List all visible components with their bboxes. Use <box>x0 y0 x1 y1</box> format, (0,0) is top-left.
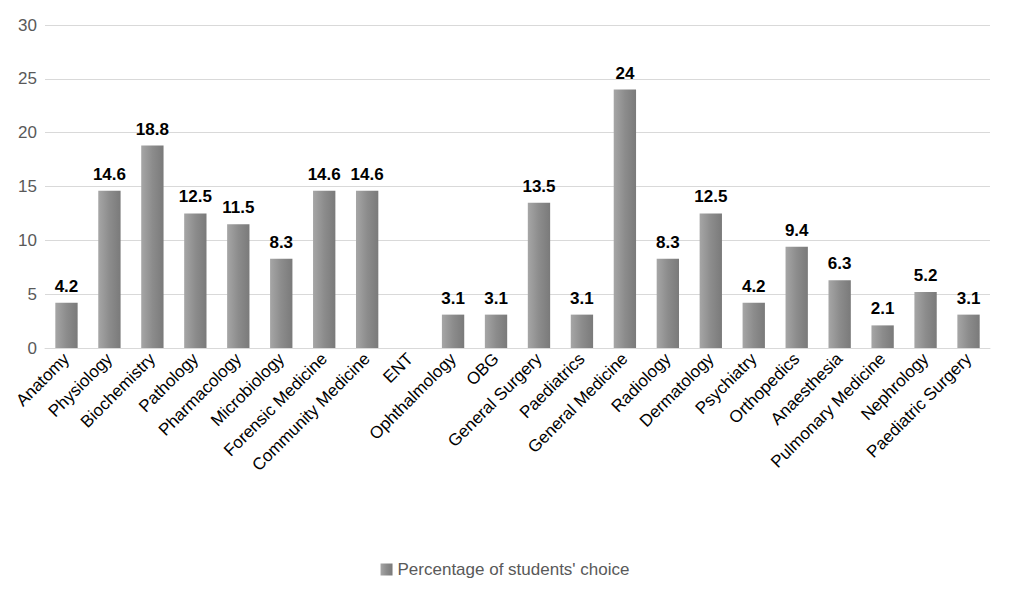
svg-text:General Surgery: General Surgery <box>444 349 546 451</box>
svg-text:3.1: 3.1 <box>441 289 465 308</box>
svg-text:14.6: 14.6 <box>351 165 384 184</box>
svg-text:ENT: ENT <box>379 349 416 386</box>
svg-text:Percentage of students' choice: Percentage of students' choice <box>398 560 630 579</box>
svg-text:25: 25 <box>18 69 37 88</box>
svg-text:3.1: 3.1 <box>484 289 508 308</box>
svg-text:4.2: 4.2 <box>742 277 766 296</box>
svg-text:12.5: 12.5 <box>179 187 212 206</box>
svg-text:8.3: 8.3 <box>656 233 680 252</box>
svg-text:Pathology: Pathology <box>135 349 203 417</box>
svg-text:5: 5 <box>28 285 37 304</box>
svg-text:12.5: 12.5 <box>694 187 727 206</box>
svg-text:13.5: 13.5 <box>522 177 555 196</box>
svg-text:Nephrology: Nephrology <box>857 349 933 425</box>
svg-text:Paediatric Surgery: Paediatric Surgery <box>863 349 976 462</box>
svg-text:0: 0 <box>28 339 37 358</box>
svg-text:4.2: 4.2 <box>55 277 79 296</box>
svg-text:Psychiatry: Psychiatry <box>691 349 761 419</box>
svg-text:Anaesthesia: Anaesthesia <box>766 349 847 429</box>
svg-text:Microbiology: Microbiology <box>207 349 288 431</box>
svg-text:Orthopedics: Orthopedics <box>725 349 804 428</box>
svg-text:15: 15 <box>18 177 37 196</box>
svg-text:Paediatrics: Paediatrics <box>515 349 589 423</box>
svg-text:2.1: 2.1 <box>871 299 895 318</box>
svg-text:Radiology: Radiology <box>607 349 675 417</box>
svg-text:Biochemistry: Biochemistry <box>76 349 160 432</box>
svg-text:3.1: 3.1 <box>957 289 981 308</box>
svg-text:Dermatology: Dermatology <box>636 349 718 431</box>
svg-text:24: 24 <box>615 64 634 83</box>
svg-text:Physiology: Physiology <box>44 349 117 421</box>
svg-text:30: 30 <box>18 16 37 35</box>
svg-text:Forensic Medicine: Forensic Medicine <box>220 349 331 461</box>
svg-text:8.3: 8.3 <box>269 233 293 252</box>
svg-text:Ophthalmology: Ophthalmology <box>366 349 461 444</box>
svg-text:10: 10 <box>18 231 37 250</box>
svg-text:9.4: 9.4 <box>785 221 809 240</box>
svg-text:OBG: OBG <box>463 349 503 389</box>
svg-text:3.1: 3.1 <box>570 289 594 308</box>
svg-text:Community Medicine: Community Medicine <box>248 349 374 475</box>
svg-text:Pulmonary Medicine: Pulmonary Medicine <box>767 349 890 472</box>
svg-text:General Medicine: General Medicine <box>524 349 632 457</box>
svg-text:11.5: 11.5 <box>222 198 254 217</box>
svg-text:Anatomy: Anatomy <box>12 349 74 411</box>
svg-text:14.6: 14.6 <box>93 165 126 184</box>
svg-text:14.6: 14.6 <box>308 165 341 184</box>
svg-text:20: 20 <box>18 123 37 142</box>
svg-text:5.2: 5.2 <box>914 266 938 285</box>
svg-text:Pharmacology: Pharmacology <box>154 349 245 440</box>
svg-text:18.8: 18.8 <box>136 120 169 139</box>
svg-text:6.3: 6.3 <box>828 254 852 273</box>
